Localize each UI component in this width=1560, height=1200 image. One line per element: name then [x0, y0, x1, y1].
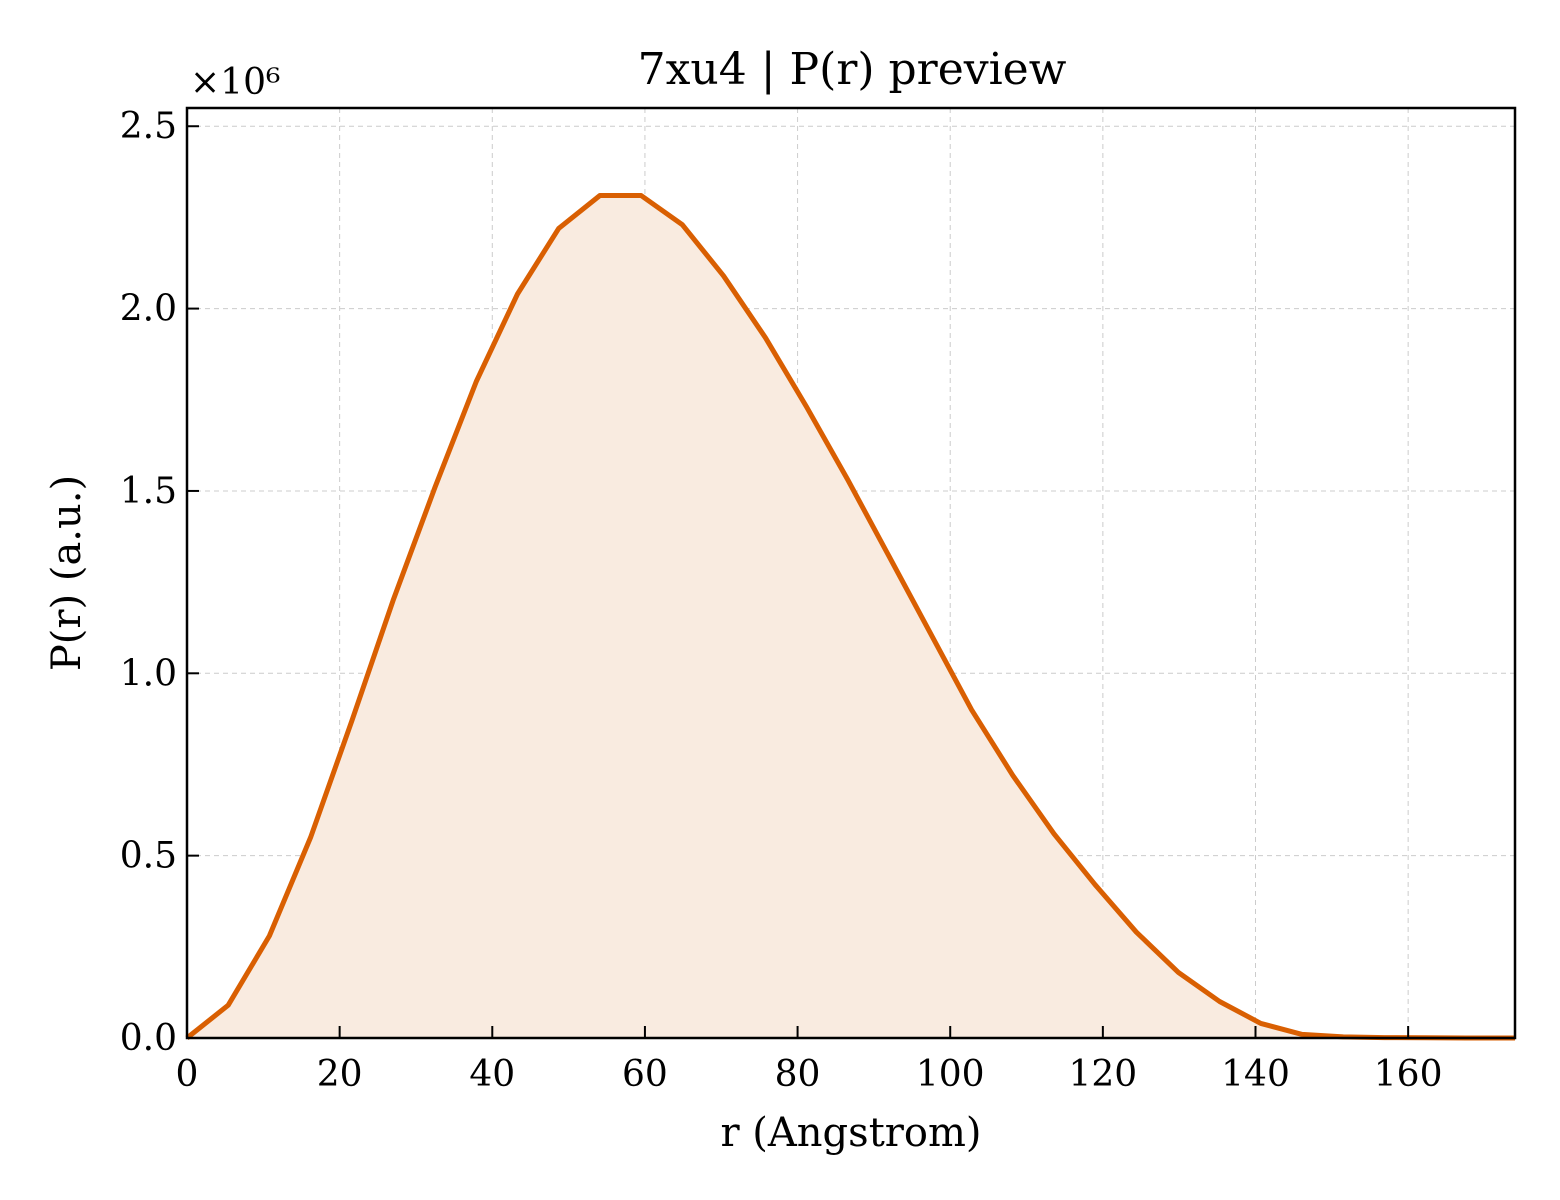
- plot-area: [185, 193, 1515, 1041]
- x-tick-label: 60: [622, 1054, 668, 1095]
- x-tick-label: 80: [775, 1054, 821, 1095]
- x-tick-label: 120: [1069, 1054, 1138, 1095]
- x-tick-label: 20: [317, 1054, 363, 1095]
- y-tick-label: 2.5: [120, 106, 177, 147]
- y-tick-label: 0.0: [120, 1018, 177, 1059]
- x-tick-label: 100: [916, 1054, 985, 1095]
- x-axis-label: r (Angstrom): [720, 1110, 981, 1156]
- chart-title: 7xu4 | P(r) preview: [638, 44, 1067, 95]
- y-tick-label: 2.0: [120, 289, 177, 330]
- y-axis-label: P(r) (a.u.): [44, 475, 90, 671]
- x-tick-label: 140: [1221, 1054, 1290, 1095]
- x-tick-label: 40: [469, 1054, 515, 1095]
- y-axis: 0.0 0.5 1.0 1.5 2.0 2.5: [120, 106, 199, 1059]
- y-tick-label: 1.0: [120, 653, 177, 694]
- series-area: [187, 195, 1515, 1038]
- x-tick-label: 0: [176, 1054, 199, 1095]
- y-tick-label: 1.5: [120, 471, 177, 512]
- x-tick-label: 160: [1374, 1054, 1443, 1095]
- y-tick-label: 0.5: [120, 836, 177, 877]
- plot-frame: [185, 106, 1517, 1040]
- x-axis: 0 20 40 60 80 100 120 140 160: [176, 1026, 1443, 1095]
- series-line: [185, 193, 1515, 1041]
- y-multiplier-label: ×10⁶: [190, 62, 280, 103]
